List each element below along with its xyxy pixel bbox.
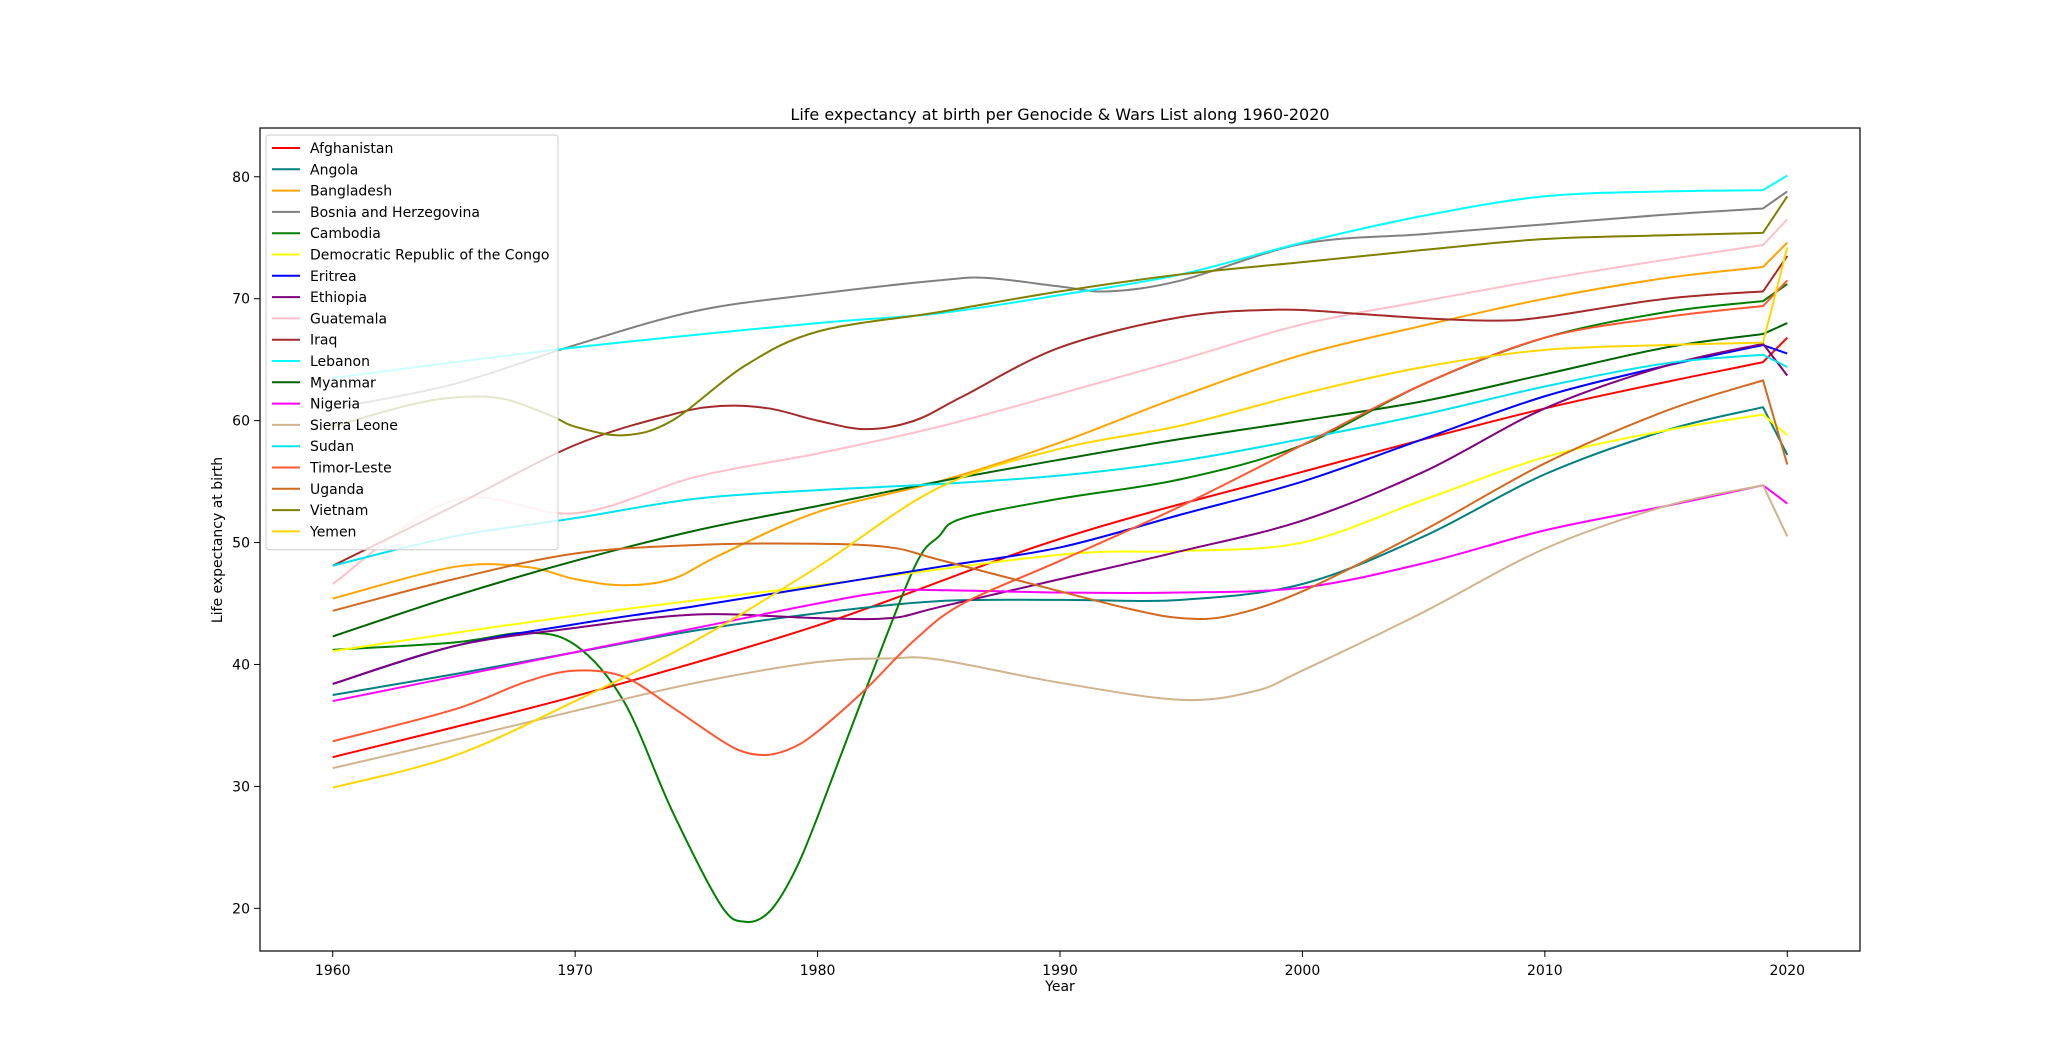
legend-label-myanmar: Myanmar bbox=[310, 375, 376, 391]
legend-label-cambodia: Cambodia bbox=[310, 226, 381, 242]
y-axis: 20 30 40 50 60 70 80 bbox=[232, 170, 260, 917]
x-tick-label: 1960 bbox=[315, 963, 351, 979]
series-line-iraq bbox=[332, 255, 1789, 567]
legend-label-guatemala: Guatemala bbox=[310, 311, 387, 327]
x-tick-label: 2000 bbox=[1285, 963, 1321, 979]
legend-label-democratic-republic-of-the-congo: Democratic Republic of the Congo bbox=[310, 248, 549, 264]
legend-label-iraq: Iraq bbox=[310, 333, 337, 349]
y-tick-label: 40 bbox=[232, 657, 250, 673]
series-line-bosnia-and-herzegovina bbox=[332, 190, 1788, 410]
series-line-ethiopia bbox=[332, 342, 1789, 685]
series-line-lebanon bbox=[332, 174, 1788, 379]
x-axis: 1960 1970 1980 1990 2000 2010 2020 bbox=[315, 951, 1805, 979]
y-tick-label: 70 bbox=[232, 292, 250, 308]
series-line-yemen bbox=[332, 247, 1789, 789]
series-line-eritrea bbox=[332, 344, 1788, 685]
x-tick-label: 1990 bbox=[1042, 963, 1078, 979]
y-axis-label: Life expectancy at birth bbox=[210, 457, 226, 623]
series-line-sudan bbox=[332, 353, 1788, 567]
y-tick-label: 30 bbox=[232, 779, 250, 795]
legend-label-timor-leste: Timor-Leste bbox=[309, 461, 392, 477]
legend-label-afghanistan: Afghanistan bbox=[310, 141, 393, 157]
y-tick-label: 50 bbox=[232, 536, 250, 552]
legend-label-sierra-leone: Sierra Leone bbox=[310, 418, 398, 434]
series-line-sierra-leone bbox=[332, 484, 1789, 770]
legend-label-lebanon: Lebanon bbox=[310, 354, 370, 370]
legend-label-yemen: Yemen bbox=[309, 524, 356, 540]
series-line-guatemala bbox=[332, 218, 1788, 585]
y-tick-label: 60 bbox=[232, 414, 250, 430]
legend-label-vietnam: Vietnam bbox=[310, 503, 368, 519]
legend-label-sudan: Sudan bbox=[310, 439, 354, 455]
series-line-bangladesh bbox=[332, 241, 1788, 600]
series-lines bbox=[332, 174, 1789, 923]
y-tick-label: 20 bbox=[232, 901, 250, 917]
series-line-uganda bbox=[332, 379, 1789, 620]
legend-label-uganda: Uganda bbox=[310, 482, 364, 498]
x-tick-label: 1970 bbox=[557, 963, 593, 979]
x-tick-label: 2020 bbox=[1769, 963, 1805, 979]
legend-label-ethiopia: Ethiopia bbox=[310, 290, 367, 306]
legend: Afghanistan Angola Bangladesh Bosnia and He… bbox=[265, 134, 559, 551]
chart-title: Life expectancy at birth per Genocide & … bbox=[790, 105, 1329, 124]
y-tick-label: 80 bbox=[232, 170, 250, 186]
series-line-nigeria bbox=[332, 484, 1788, 703]
series-line-timor-leste bbox=[332, 279, 1788, 757]
legend-label-angola: Angola bbox=[310, 162, 358, 178]
legend-label-bangladesh: Bangladesh bbox=[310, 184, 392, 200]
legend-label-bosnia-and-herzegovina: Bosnia and Herzegovina bbox=[310, 205, 480, 221]
series-line-myanmar bbox=[332, 322, 1788, 638]
x-tick-label: 1980 bbox=[800, 963, 836, 979]
x-tick-label: 2010 bbox=[1527, 963, 1563, 979]
x-axis-label: Year bbox=[1044, 979, 1075, 995]
legend-label-nigeria: Nigeria bbox=[310, 397, 360, 413]
legend-label-eritrea: Eritrea bbox=[310, 269, 357, 285]
legend-box bbox=[265, 134, 559, 551]
